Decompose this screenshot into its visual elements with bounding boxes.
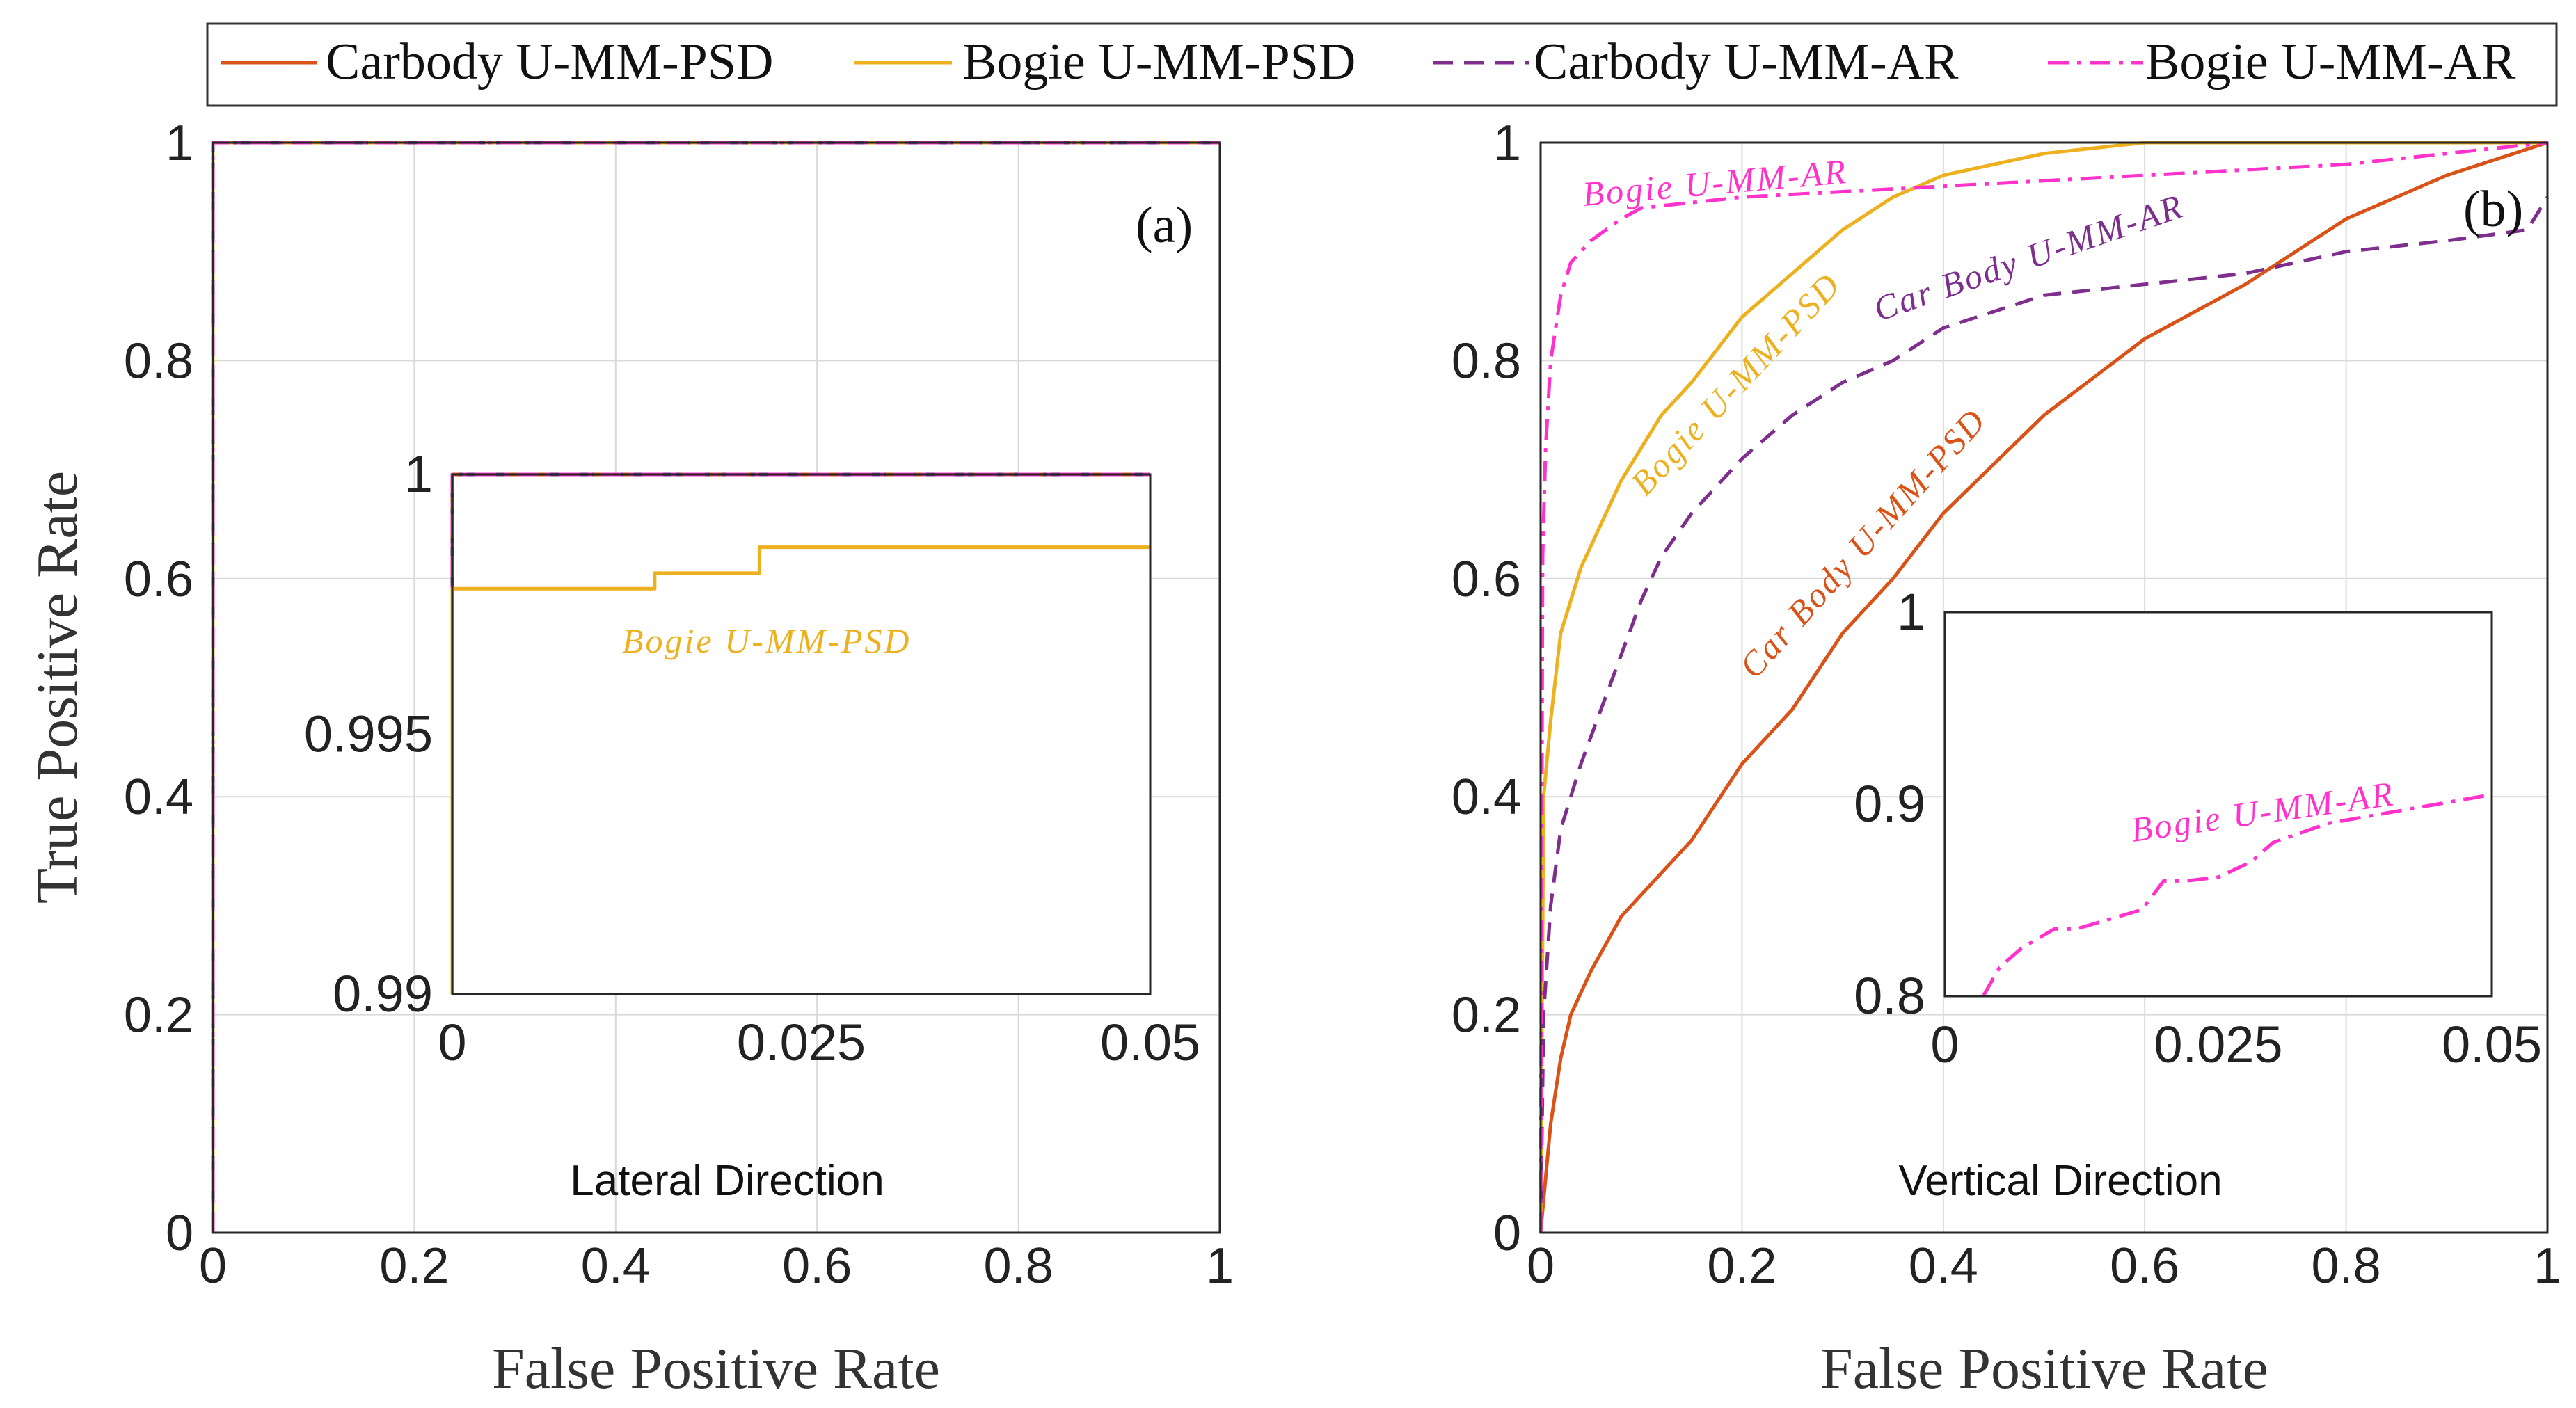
panel-a-inset-x-ticks: 0 0.025 0.05 (438, 1014, 1200, 1071)
panel-a-inset-x-tick-label: 0 (438, 1014, 466, 1071)
panel-b-inset-x-tick-label: 0 (1930, 1016, 1959, 1073)
legend-label-bogie-ar: Bogie U-MM-AR (2145, 33, 2516, 90)
panel-a-y-tick-label: 0 (166, 1206, 193, 1261)
panel-b-label-carbody-ar: Car Body U-MM-AR (1868, 186, 2188, 328)
legend-item-carbody-ar: Carbody U-MM-AR (1433, 33, 1959, 90)
panel-b-x-tick-label: 1 (2534, 1238, 2561, 1294)
panel-a-ylabel: True Positive Rate (25, 471, 90, 904)
panel-a-inset-curve-label: Bogie U-MM-PSD (622, 621, 912, 660)
panel-b-y-tick-label: 1 (1493, 115, 1521, 171)
legend-box (206, 22, 2558, 107)
panel-b-y-tick-label: 0.2 (1452, 988, 1521, 1043)
panel-b-series-bogie-psd (1539, 141, 2547, 1233)
panel-a: 0 0.2 0.4 0.6 0.8 1 0 0.2 0.4 0.6 0.8 1 False Posi… (25, 115, 1234, 1401)
panel-b-x-tick-label: 0.4 (1909, 1238, 1978, 1294)
panel-a-y-ticks: 0 0.2 0.4 0.6 0.8 1 (124, 115, 193, 1261)
panel-b-inset: 0 0.025 0.05 0.80.91 Bogie U-MM-AR (1854, 583, 2542, 1073)
panel-a-frame (212, 141, 1221, 1234)
panel-a-inset-y-tick-label: 1 (404, 445, 433, 503)
panel-a-x-tick-label: 1 (1206, 1238, 1234, 1294)
panel-b-y-ticks: 0 0.2 0.4 0.6 0.8 1 (1452, 115, 1521, 1261)
panel-a-y-tick-label: 0.4 (124, 769, 193, 825)
panel-b-inset-y-tick-label: 1 (1897, 583, 1925, 641)
legend-item-bogie-ar: Bogie U-MM-AR (2048, 33, 2516, 90)
panel-b-inset-series (1981, 792, 2492, 998)
panel-b-inset-y-tick-label: 0.9 (1854, 775, 1925, 833)
panel-b-inset-frame (1943, 611, 2493, 998)
panel-b-y-tick-label: 0 (1493, 1206, 1521, 1261)
panel-a-tag: (a) (1136, 197, 1193, 254)
panel-a-x-tick-label: 0.4 (581, 1238, 651, 1294)
panel-b-inset-x-tick-label: 0.025 (2154, 1016, 2282, 1073)
panel-b-x-ticks: 0 0.2 0.4 0.6 0.8 1 (1527, 1238, 2561, 1294)
panel-a-x-tick-label: 0.2 (379, 1238, 449, 1294)
panel-a-y-tick-label: 0.2 (124, 988, 193, 1043)
legend-item-bogie-psd: Bogie U-MM-PSD (854, 33, 1355, 90)
panel-b-series-carbody-psd (1539, 141, 2548, 1233)
panel-a-x-ticks: 0 0.2 0.4 0.6 0.8 1 (199, 1238, 1234, 1294)
panel-b-tag: (b) (2463, 181, 2523, 238)
panel-b-inset-y-ticks: 0.8 0.9 1 (1854, 583, 1925, 1025)
panel-b-inset-bg (1945, 612, 2492, 996)
panel-b-y-tick-label: 0.4 (1452, 769, 1521, 825)
panel-a-inset-frame (451, 473, 1152, 995)
panel-b-y-tick-label: 0.6 (1452, 552, 1521, 607)
panel-a-direction: Lateral Direction (570, 1157, 884, 1205)
panel-b-x-tick-label: 0.8 (2312, 1238, 2381, 1294)
panel-b-inset-series-bogie-ar (1981, 792, 2492, 998)
panel-a-inset: 0 0.025 0.05 0.99 0.995 1 Bogie U-MM-PSD (304, 445, 1200, 1071)
panel-b-frame (1539, 141, 2549, 1234)
panel-a-inset-bg (452, 474, 1150, 994)
panel-b: 0 0.2 0.4 0.6 0.8 1 0 0.2 0.4 0.6 0.8 1 False Posi… (1452, 115, 2561, 1401)
legend-item-carbody-psd: Carbody U-MM-PSD (221, 33, 773, 90)
panel-a-inset-y-tick-label: 0.99 (333, 965, 433, 1023)
panel-a-y-tick-label: 0.8 (124, 333, 193, 389)
panel-b-inset-x-ticks: 0 0.025 0.05 (1930, 1016, 2542, 1073)
panel-b-series (1539, 141, 2550, 1233)
panel-b-inset-x-tick-label: 0.05 (2442, 1016, 2542, 1073)
panel-a-inset-x-tick-label: 0.05 (1100, 1014, 1200, 1071)
panel-a-xlabel: False Positive Rate (492, 1336, 940, 1401)
panel-b-x-tick-label: 0.6 (2110, 1238, 2179, 1294)
panel-a-x-tick-label: 0 (199, 1238, 227, 1294)
panel-b-direction: Vertical Direction (1898, 1157, 2222, 1205)
panel-b-inset-y-tick-label: 0.8 (1854, 967, 1925, 1025)
legend: Carbody U-MM-PSD Bogie U-MM-PSD Carbody … (206, 22, 2558, 107)
legend-label-carbody-ar: Carbody U-MM-AR (1534, 33, 1959, 90)
legend-label-bogie-psd: Bogie U-MM-PSD (962, 33, 1355, 90)
panel-b-label-bogie-ar: Bogie U-MM-AR (1581, 152, 1849, 214)
panel-b-x-tick-label: 0.2 (1707, 1238, 1776, 1294)
panel-b-x-tick-label: 0 (1527, 1238, 1555, 1294)
panel-a-x-tick-label: 0.8 (984, 1238, 1054, 1294)
panel-b-y-tick-label: 0.8 (1452, 333, 1521, 389)
panel-a-inset-y-ticks: 0.99 0.995 1 (304, 445, 433, 1023)
panel-a-x-tick-label: 0.6 (782, 1238, 852, 1294)
panel-a-inset-x-tick-label: 0.025 (737, 1014, 866, 1071)
panel-b-label-bogie-psd: Bogie U-MM-PSD (1623, 264, 1848, 502)
panel-a-y-tick-label: 1 (166, 115, 193, 171)
panel-b-series-carbody-ar (1539, 196, 2550, 1233)
legend-label-carbody-psd: Carbody U-MM-PSD (326, 33, 773, 90)
panel-a-y-tick-label: 0.6 (124, 552, 193, 607)
panel-a-inset-y-tick-label: 0.995 (304, 705, 433, 763)
panel-b-xlabel: False Positive Rate (1820, 1336, 2268, 1401)
